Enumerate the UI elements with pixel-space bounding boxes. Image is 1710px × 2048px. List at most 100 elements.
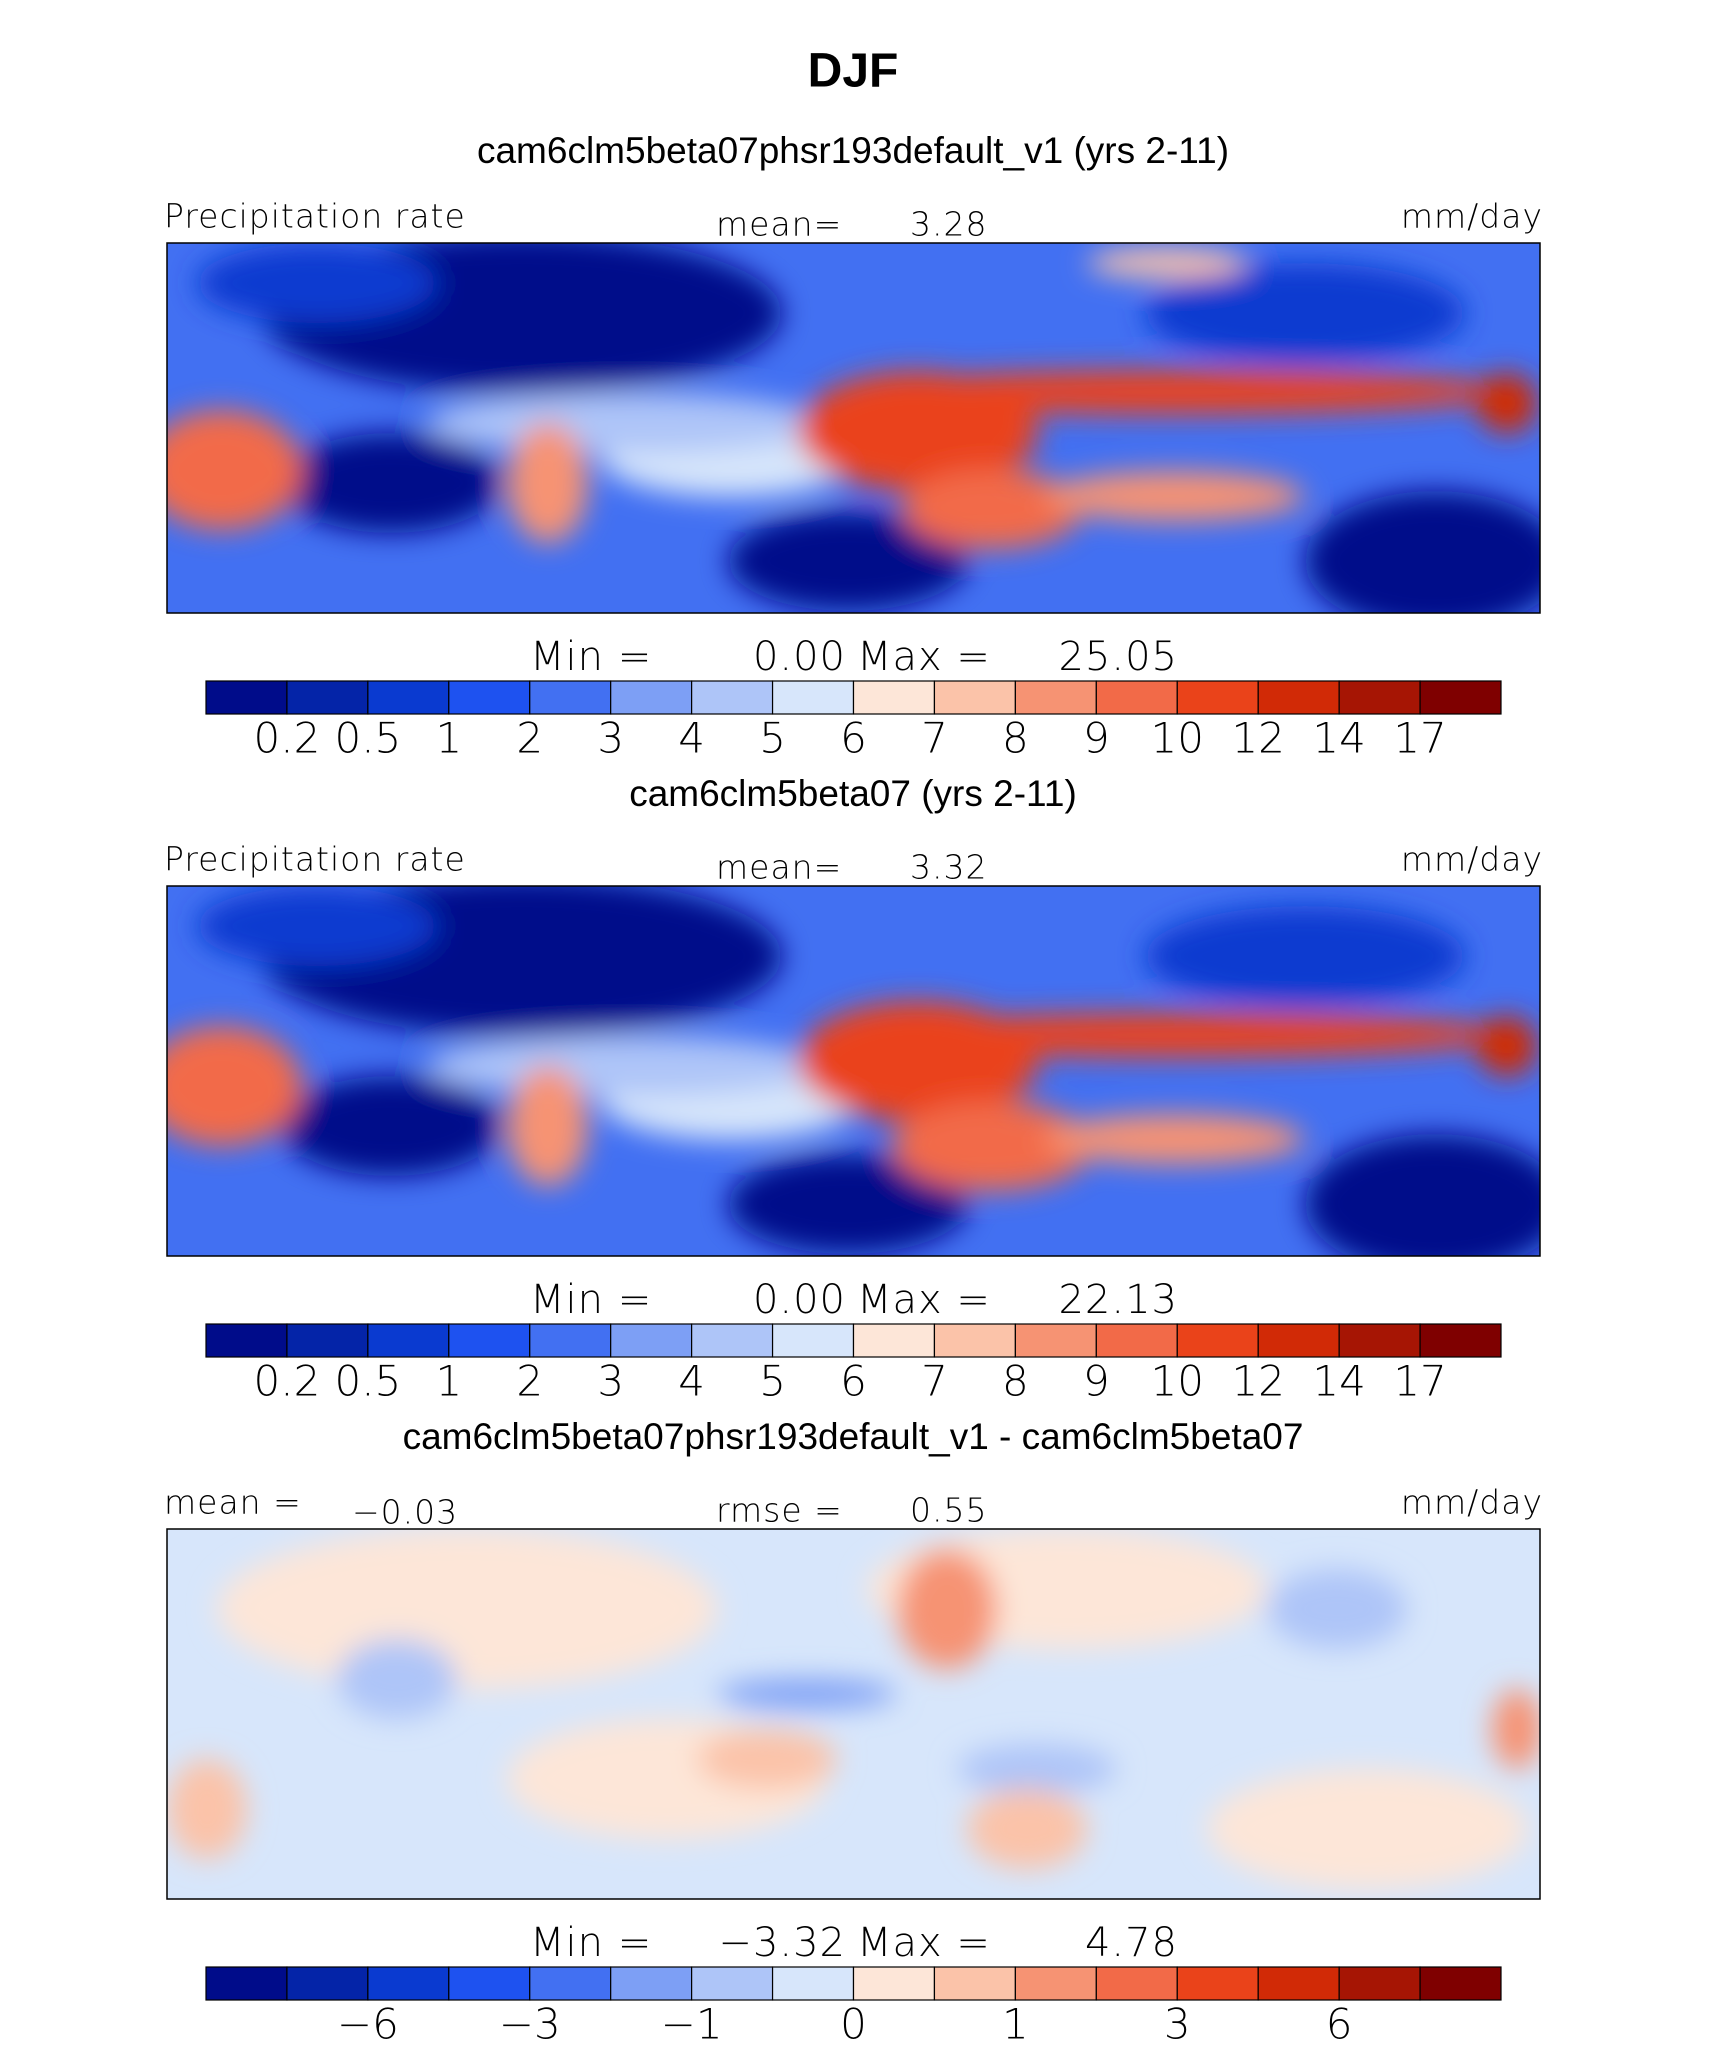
left-label: Precipitation rate [164, 840, 466, 879]
colorbar-box [1014, 680, 1097, 715]
colorbar-box [610, 1323, 693, 1358]
colorbar-box [1419, 680, 1502, 715]
map-field [167, 886, 1540, 1256]
map [166, 1528, 1541, 1900]
colorbar-box [1176, 1966, 1259, 2001]
colorbar-box [1338, 680, 1421, 715]
colorbar-label: 0 [840, 2000, 867, 2048]
colorbar-box [1095, 1966, 1178, 2001]
colorbar-box [367, 1966, 450, 2001]
colorbar-label: −1 [661, 2000, 723, 2048]
colorbar-box [1419, 1323, 1502, 1358]
colorbar-box [1419, 1966, 1502, 2001]
colorbar-box [1338, 1323, 1421, 1358]
colorbar-label: 12 [1231, 714, 1284, 763]
panel-subtitle: cam6clm5beta07phsr193default_v1 - cam6cl… [403, 1416, 1304, 1457]
colorbar-box [448, 1323, 531, 1358]
colorbar-label: 1 [435, 714, 462, 763]
colorbar-label: 1 [1002, 2000, 1029, 2048]
colorbar-box [286, 680, 369, 715]
colorbar-box [1014, 1966, 1097, 2001]
colorbar-box [691, 1966, 774, 2001]
colorbar-label: 0.5 [334, 1357, 401, 1406]
colorbar-box [1176, 1323, 1259, 1358]
colorbar-box [448, 680, 531, 715]
colorbar-label: 2 [516, 714, 543, 763]
colorbar-box [205, 1966, 288, 2001]
panel: cam6clm5beta07phsr193default_v1 - cam6cl… [164, 1416, 1543, 2048]
colorbar-label: 6 [840, 714, 867, 763]
center-value: 3.28 [910, 205, 987, 244]
colorbar-label: 10 [1151, 714, 1204, 763]
max-label: Max = [857, 634, 991, 680]
panel: cam6clm5beta07 (yrs 2-11) Precipitation r… [164, 773, 1542, 1406]
figure-title: DJF [808, 45, 899, 98]
colorbar-box [933, 1966, 1016, 2001]
colorbar-box [205, 1323, 288, 1358]
colorbar-label: 17 [1393, 1357, 1446, 1406]
colorbar-label: 1 [435, 1357, 462, 1406]
colorbar-box [286, 1966, 369, 2001]
colorbar-label: 9 [1083, 1357, 1110, 1406]
colorbar-box [852, 1323, 936, 1358]
colorbar-box [529, 680, 612, 715]
left-value: −0.03 [352, 1493, 458, 1532]
max-value: 4.78 [1085, 1920, 1178, 1966]
colorbar-box [933, 680, 1016, 715]
map-field [167, 243, 1540, 613]
colorbar-box [771, 1966, 855, 2001]
map [166, 885, 1541, 1257]
colorbar-box [691, 680, 774, 715]
center-value: 3.32 [910, 848, 987, 887]
colorbar-box [1176, 680, 1259, 715]
colorbar-box [286, 1323, 369, 1358]
colorbar-label: 4 [678, 714, 705, 763]
colorbar-label: 3 [1164, 2000, 1191, 2048]
units-label: mm/day [1401, 197, 1543, 236]
colorbar-label: −3 [499, 2000, 561, 2048]
colorbar-box [448, 1966, 531, 2001]
min-value: 0.00 [753, 634, 846, 680]
colorbar-box [1257, 680, 1340, 715]
colorbar-box [852, 1966, 936, 2001]
min-label: Min = [530, 1920, 652, 1966]
center-label: mean= [716, 848, 842, 887]
colorbar-label: 9 [1083, 714, 1110, 763]
max-label: Max = [857, 1920, 991, 1966]
colorbar-label: 6 [1326, 2000, 1353, 2048]
center-label: mean= [716, 205, 842, 244]
colorbar-box [1338, 1966, 1421, 2001]
colorbar-label: 2 [516, 1357, 543, 1406]
min-value: −3.32 [718, 1920, 846, 1966]
panel-subtitle: cam6clm5beta07phsr193default_v1 (yrs 2-1… [477, 130, 1229, 171]
colorbar-label: 7 [921, 1357, 948, 1406]
colorbar-label: 0.5 [334, 714, 401, 763]
map-field [167, 1529, 1540, 1899]
max-label: Max = [857, 1277, 991, 1323]
colorbar-box [1257, 1323, 1340, 1358]
colorbar-box [1095, 680, 1178, 715]
colorbar-label: 14 [1312, 714, 1365, 763]
max-value: 22.13 [1058, 1277, 1178, 1323]
colorbar-label: 12 [1231, 1357, 1284, 1406]
colorbar-label: 3 [597, 714, 624, 763]
colorbar-box [529, 1966, 612, 2001]
units-label: mm/day [1401, 1483, 1543, 1522]
colorbar-label: 5 [759, 1357, 786, 1406]
colorbar-label: 5 [759, 714, 786, 763]
colorbar-label: 10 [1151, 1357, 1204, 1406]
left-label: mean = [164, 1483, 302, 1522]
colorbar-box [1014, 1323, 1097, 1358]
colorbar-box [852, 680, 936, 715]
left-label: Precipitation rate [164, 197, 466, 236]
colorbar-label: 8 [1002, 1357, 1029, 1406]
center-value: 0.55 [910, 1491, 987, 1530]
min-value: 0.00 [753, 1277, 846, 1323]
map [166, 242, 1541, 614]
colorbar-box [205, 680, 288, 715]
colorbar-label: 3 [597, 1357, 624, 1406]
colorbar-label: 14 [1312, 1357, 1365, 1406]
colorbar-box [367, 680, 450, 715]
colorbar-box [771, 680, 855, 715]
